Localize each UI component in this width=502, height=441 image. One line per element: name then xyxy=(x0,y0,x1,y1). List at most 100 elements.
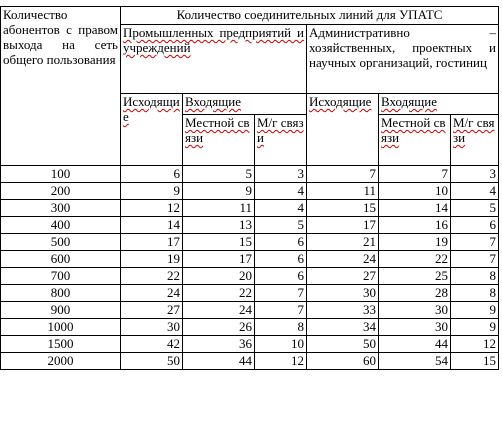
data-cell: 700 xyxy=(0,267,121,285)
data-row: 600 19 17 6 24 22 7 xyxy=(0,250,500,268)
data-cell: 1000 xyxy=(0,318,121,336)
data-cell: 28 xyxy=(378,284,451,302)
header-cell: Количество соединительных линий для УПАТ… xyxy=(119,6,500,25)
data-cell: 44 xyxy=(378,335,451,353)
data-cell: 7 xyxy=(254,284,307,302)
data-cell: 6 xyxy=(120,165,183,183)
data-cell: 36 xyxy=(182,335,255,353)
data-cell: 2000 xyxy=(0,352,121,370)
data-row: 500 17 15 6 21 19 7 xyxy=(0,233,500,251)
data-cell: 8 xyxy=(449,284,500,302)
data-cell: 33 xyxy=(306,301,379,319)
data-cell: 17 xyxy=(120,233,183,251)
data-cell: 200 xyxy=(0,182,121,200)
data-cell: 17 xyxy=(182,250,255,268)
data-row: 1500 42 36 10 50 44 12 xyxy=(0,335,500,353)
data-cell: 100 xyxy=(0,165,121,183)
data-cell: 800 xyxy=(0,284,121,302)
data-cell: 22 xyxy=(378,250,451,268)
data-cell: 60 xyxy=(306,352,379,370)
data-cell: 10 xyxy=(254,335,307,353)
data-cell: 30 xyxy=(120,318,183,336)
data-row: 300 12 11 4 15 14 5 xyxy=(0,199,500,217)
data-cell: 15 xyxy=(182,233,255,251)
data-row: 1000 30 26 8 34 30 9 xyxy=(0,318,500,336)
data-cell: 27 xyxy=(306,267,379,285)
data-cell: 12 xyxy=(449,335,500,353)
data-cell: 600 xyxy=(0,250,121,268)
data-cell: 5 xyxy=(254,216,307,234)
data-cell: 7 xyxy=(449,250,500,268)
data-cell: 34 xyxy=(306,318,379,336)
data-row: 200 9 9 4 11 10 4 xyxy=(0,182,500,200)
data-cell: 11 xyxy=(182,199,255,217)
data-cell: 42 xyxy=(120,335,183,353)
data-row: 2000 50 44 12 60 54 15 xyxy=(0,352,500,370)
data-cell: 25 xyxy=(378,267,451,285)
data-cell: 12 xyxy=(254,352,307,370)
data-cell: 900 xyxy=(0,301,121,319)
header-row: Исходящие Входящие Исходящие Входящие xyxy=(1,93,500,166)
data-cell: 400 xyxy=(0,216,121,234)
data-cell: 9 xyxy=(449,318,500,336)
header-cell: Исходящие xyxy=(120,93,183,166)
data-cell: 15 xyxy=(449,352,500,370)
data-cell: 22 xyxy=(182,284,255,302)
data-cell: 6 xyxy=(449,216,500,234)
data-cell: 3 xyxy=(449,165,500,183)
data-cell: 11 xyxy=(306,182,379,200)
data-cell: 8 xyxy=(449,267,500,285)
data-row: 400 14 13 5 17 16 6 xyxy=(0,216,500,234)
table: Количество абонентов с правом выхода на … xyxy=(0,6,500,370)
header-cell: Входящие xyxy=(182,93,307,115)
header-row: Промышленных предприятий и учреждений Ад… xyxy=(1,24,500,94)
header-cell: Входящие xyxy=(377,93,500,115)
data-cell: 26 xyxy=(182,318,255,336)
data-cell: 1500 xyxy=(0,335,121,353)
data-cell: 27 xyxy=(120,301,183,319)
data-cell: 19 xyxy=(378,233,451,251)
data-cell: 50 xyxy=(120,352,183,370)
data-cell: 20 xyxy=(182,267,255,285)
table-body: Количество абонентов с правом выхода на … xyxy=(0,6,500,370)
data-cell: 24 xyxy=(120,284,183,302)
data-cell: 12 xyxy=(120,199,183,217)
data-cell: 6 xyxy=(254,267,307,285)
data-cell: 17 xyxy=(306,216,379,234)
data-cell: 8 xyxy=(254,318,307,336)
data-cell: 4 xyxy=(449,182,500,200)
data-cell: 6 xyxy=(254,233,307,251)
data-cell: 10 xyxy=(378,182,451,200)
header-cell: Исходящие xyxy=(306,93,379,166)
data-cell: 22 xyxy=(120,267,183,285)
header-cell: Количество абонентов с правом выхода на … xyxy=(0,6,121,166)
header-cell: Местной связи xyxy=(182,114,255,166)
data-cell: 24 xyxy=(182,301,255,319)
data-cell: 3 xyxy=(254,165,307,183)
data-cell: 300 xyxy=(0,199,121,217)
data-cell: 6 xyxy=(254,250,307,268)
header-cell: Местной связи xyxy=(378,114,451,166)
data-cell: 54 xyxy=(378,352,451,370)
header-cell: Административно – хозяйственных, проектн… xyxy=(305,24,500,94)
data-cell: 44 xyxy=(182,352,255,370)
data-cell: 30 xyxy=(306,284,379,302)
data-cell: 9 xyxy=(449,301,500,319)
header-row: Количество абонентов с правом выхода на … xyxy=(0,6,500,166)
data-cell: 30 xyxy=(378,318,451,336)
data-cell: 7 xyxy=(449,233,500,251)
data-row: 900 27 24 7 33 30 9 xyxy=(0,301,500,319)
header-cell: М/г связи xyxy=(449,114,500,166)
header-cell: М/г связи xyxy=(254,114,307,166)
data-cell: 7 xyxy=(378,165,451,183)
data-cell: 7 xyxy=(254,301,307,319)
header-row: Местной связи М/г связи Местной связи М/… xyxy=(1,114,500,166)
data-cell: 9 xyxy=(182,182,255,200)
data-cell: 7 xyxy=(306,165,379,183)
data-cell: 16 xyxy=(378,216,451,234)
data-cell: 21 xyxy=(306,233,379,251)
data-cell: 24 xyxy=(306,250,379,268)
header-cell: Промышленных предприятий и учреждений xyxy=(120,24,307,94)
data-cell: 13 xyxy=(182,216,255,234)
